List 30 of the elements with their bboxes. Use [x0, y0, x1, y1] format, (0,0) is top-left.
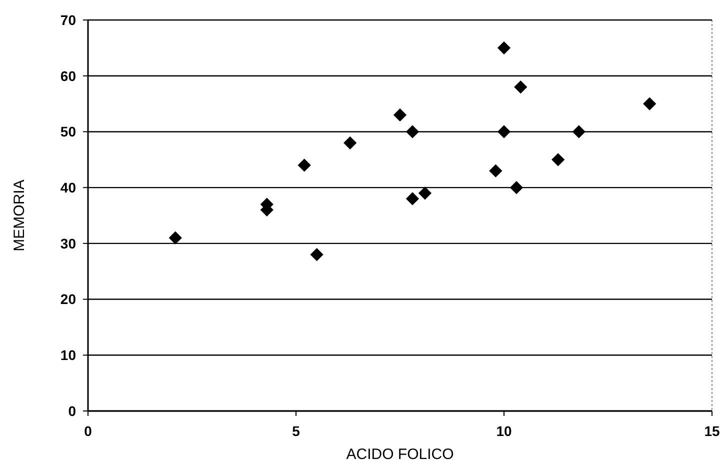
point [643, 97, 656, 110]
y-tick-label: 0 [68, 402, 76, 419]
point [552, 153, 565, 166]
point [497, 125, 511, 138]
point [406, 192, 420, 206]
point [497, 41, 511, 54]
point [393, 108, 407, 122]
point [344, 136, 357, 150]
y-tick-label: 60 [60, 68, 76, 84]
y-tick-label: 20 [60, 291, 76, 308]
x-axis-title: ACIDO FOLICO [346, 446, 454, 463]
y-tick-label: 70 [60, 12, 76, 28]
y-tick-label: 10 [60, 347, 76, 364]
point [514, 80, 528, 94]
x-tick-label: 10 [496, 423, 512, 439]
point [489, 164, 502, 178]
point [418, 186, 432, 200]
point [298, 158, 311, 172]
x-tick-label: 5 [292, 423, 300, 439]
y-tick-label: 50 [60, 124, 76, 140]
point [168, 231, 182, 244]
y-axis-title: MEMORIA [11, 180, 28, 252]
point [406, 125, 420, 138]
point [310, 248, 324, 262]
x-tick-label: 15 [704, 423, 720, 439]
x-tick-label: 0 [84, 423, 92, 439]
y-tick-label: 40 [60, 179, 76, 196]
point [572, 125, 586, 138]
y-tick-label: 30 [60, 235, 76, 252]
point [510, 181, 524, 194]
